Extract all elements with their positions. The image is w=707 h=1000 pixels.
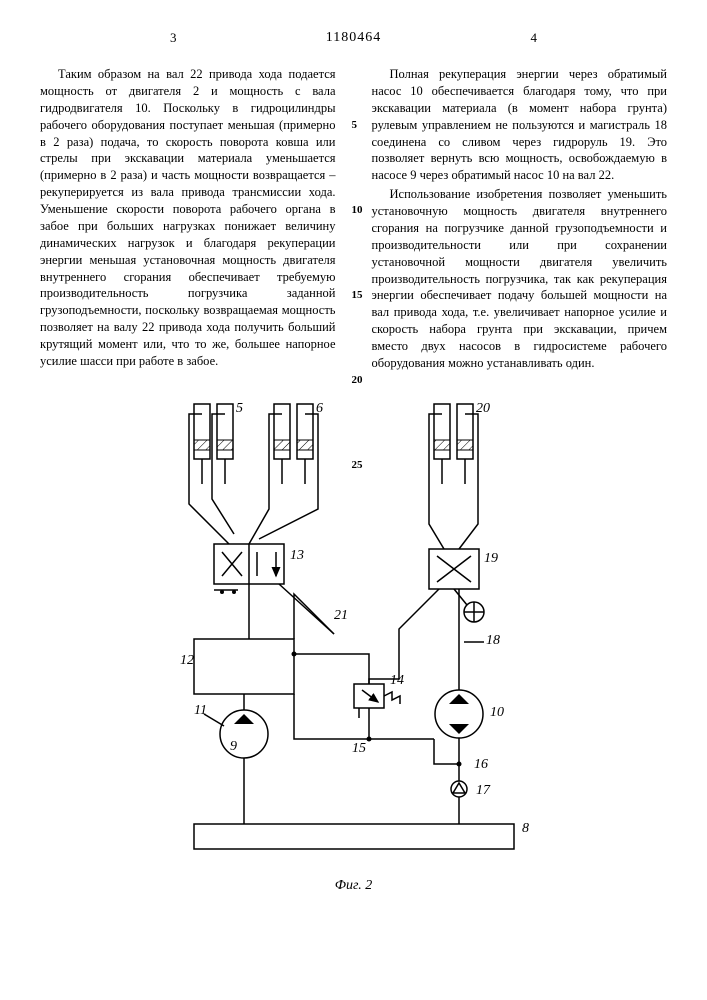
line-marker: 20 bbox=[352, 373, 363, 388]
pump-9 bbox=[220, 710, 268, 758]
column-number-left: 3 bbox=[170, 30, 177, 46]
relief-valve-14 bbox=[354, 684, 400, 718]
label-8: 8 bbox=[522, 821, 529, 836]
label-12: 12 bbox=[180, 653, 194, 668]
check-valve-17 bbox=[451, 781, 467, 797]
pump-10 bbox=[435, 690, 483, 738]
line-marker: 10 bbox=[352, 203, 363, 218]
column-number-right: 4 bbox=[531, 30, 538, 46]
label-16: 16 bbox=[474, 757, 488, 772]
block-12 bbox=[194, 639, 294, 694]
line-marker: 5 bbox=[352, 118, 358, 133]
figure-caption: Фиг. 2 bbox=[40, 878, 667, 894]
label-15: 15 bbox=[352, 741, 366, 756]
cylinder-5 bbox=[194, 404, 233, 484]
label-17: 17 bbox=[476, 783, 491, 798]
label-19: 19 bbox=[484, 551, 498, 566]
document-number: 1180464 bbox=[326, 30, 381, 46]
paragraph: Полная рекуперация энергии через обратим… bbox=[372, 66, 668, 184]
valve-19 bbox=[429, 549, 479, 589]
text-column-left: Таким образом на вал 22 привода хода под… bbox=[40, 66, 354, 374]
paragraph: Таким образом на вал 22 привода хода под… bbox=[40, 66, 336, 370]
label-5: 5 bbox=[236, 401, 243, 416]
line-marker: 15 bbox=[352, 288, 363, 303]
label-21: 21 bbox=[334, 608, 348, 623]
cylinder-20 bbox=[434, 404, 473, 484]
label-10: 10 bbox=[490, 705, 504, 720]
label-14: 14 bbox=[390, 673, 404, 688]
cylinder-6 bbox=[274, 404, 313, 484]
label-9: 9 bbox=[230, 739, 237, 754]
line-marker: 25 bbox=[352, 458, 363, 473]
label-13: 13 bbox=[290, 548, 304, 563]
text-column-right: 5 10 15 20 25 Полная рекуперация энергии… bbox=[354, 66, 668, 374]
paragraph: Использование изобретения позволяет умен… bbox=[372, 186, 668, 372]
label-18: 18 bbox=[486, 633, 500, 648]
label-11: 11 bbox=[194, 703, 207, 718]
